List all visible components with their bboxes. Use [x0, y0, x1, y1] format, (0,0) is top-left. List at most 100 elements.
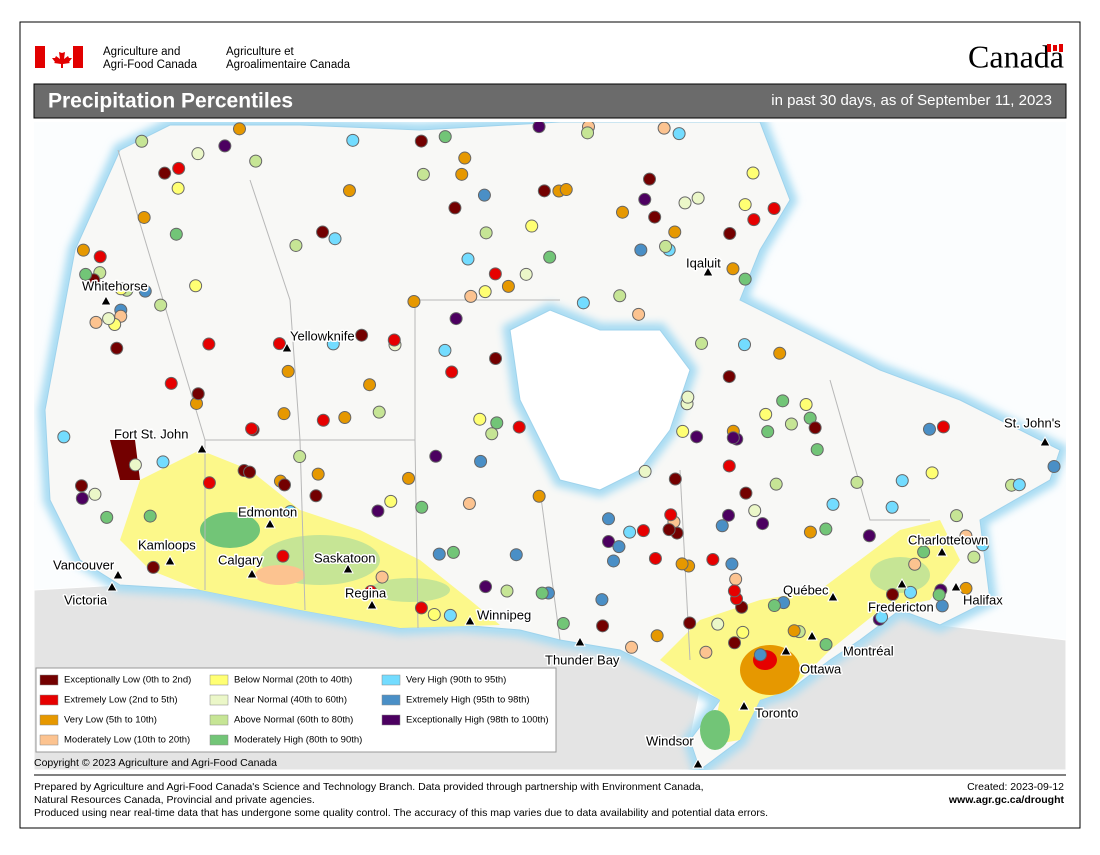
station — [756, 517, 770, 531]
station — [245, 422, 259, 436]
station — [478, 285, 492, 299]
station — [776, 394, 790, 408]
subtitle: in past 30 days, as of September 11, 202… — [771, 92, 1052, 109]
station — [191, 387, 205, 401]
station — [89, 315, 103, 329]
station — [736, 625, 750, 639]
legend-swatch — [39, 674, 59, 686]
station — [1047, 460, 1061, 474]
copyright: Copyright © 2023 Agriculture and Agri-Fo… — [34, 757, 277, 769]
footer-line: Prepared by Agriculture and Agri-Food Ca… — [34, 781, 704, 793]
station — [438, 343, 452, 357]
station — [342, 184, 356, 198]
station — [721, 508, 735, 522]
city-marker — [281, 341, 293, 353]
station — [672, 127, 686, 141]
city-marker — [896, 577, 908, 589]
station — [407, 294, 421, 308]
station — [543, 250, 557, 264]
station — [164, 376, 178, 390]
station — [643, 172, 657, 186]
station — [748, 504, 762, 518]
station — [803, 525, 817, 539]
hudson-bay — [509, 309, 691, 491]
station — [414, 134, 428, 148]
station — [364, 585, 378, 599]
city-marker — [950, 580, 962, 592]
legend-swatch — [209, 714, 229, 726]
station — [623, 525, 637, 539]
station — [88, 487, 102, 501]
station — [462, 496, 476, 510]
city-marker — [574, 635, 586, 647]
city-marker — [106, 580, 118, 592]
station — [500, 584, 514, 598]
station — [690, 430, 704, 444]
station — [375, 570, 389, 584]
station — [138, 284, 152, 298]
legend-label: Above Normal (60th to 80th) — [234, 715, 353, 726]
footer-line: Produced using near real-time data that … — [34, 807, 768, 819]
station — [455, 167, 469, 181]
station — [759, 407, 773, 421]
station — [925, 466, 939, 480]
station — [576, 296, 590, 310]
province-borders — [117, 149, 930, 661]
station — [616, 205, 630, 219]
station — [648, 210, 662, 224]
station — [936, 420, 950, 434]
station — [355, 328, 369, 342]
legend-swatch — [209, 694, 229, 706]
station — [479, 226, 493, 240]
station — [632, 307, 646, 321]
station — [738, 272, 752, 286]
legend-swatch — [381, 694, 401, 706]
city-label: Whitehorse — [82, 278, 148, 293]
station — [154, 298, 168, 312]
station — [699, 645, 713, 659]
station — [202, 337, 216, 351]
legend-label: Below Normal (20th to 40th) — [234, 675, 352, 686]
station — [372, 405, 386, 419]
station — [602, 535, 616, 549]
city-label: Calgary — [218, 552, 263, 567]
city-label: Halifax — [963, 592, 1003, 607]
station — [461, 252, 475, 266]
station — [808, 421, 822, 435]
station — [102, 312, 116, 326]
station — [711, 617, 725, 631]
legend-swatch — [39, 714, 59, 726]
station — [875, 610, 889, 624]
station — [799, 398, 813, 412]
station — [596, 619, 610, 633]
station — [625, 640, 639, 654]
city-marker — [464, 614, 476, 626]
city-label: Fort St. John — [114, 426, 188, 441]
station — [602, 512, 616, 526]
legend-swatch — [39, 694, 59, 706]
city-label: Toronto — [755, 705, 798, 720]
station — [443, 608, 457, 622]
station — [695, 336, 709, 350]
station — [722, 370, 736, 384]
station — [74, 479, 88, 493]
city-label: Victoria — [64, 592, 108, 607]
station — [490, 416, 504, 430]
station — [272, 337, 286, 351]
legend-entries: Exceptionally Low (0th to 2nd) Extremely … — [39, 674, 549, 746]
station — [243, 465, 257, 479]
station — [276, 549, 290, 563]
station — [387, 333, 401, 347]
station — [458, 151, 472, 165]
station — [293, 450, 307, 464]
station — [657, 122, 671, 135]
station — [402, 471, 416, 485]
station — [683, 616, 697, 630]
station — [678, 196, 692, 210]
station — [532, 489, 546, 503]
city-marker — [112, 568, 124, 580]
station — [79, 267, 93, 281]
station — [959, 529, 973, 543]
station — [416, 167, 430, 181]
